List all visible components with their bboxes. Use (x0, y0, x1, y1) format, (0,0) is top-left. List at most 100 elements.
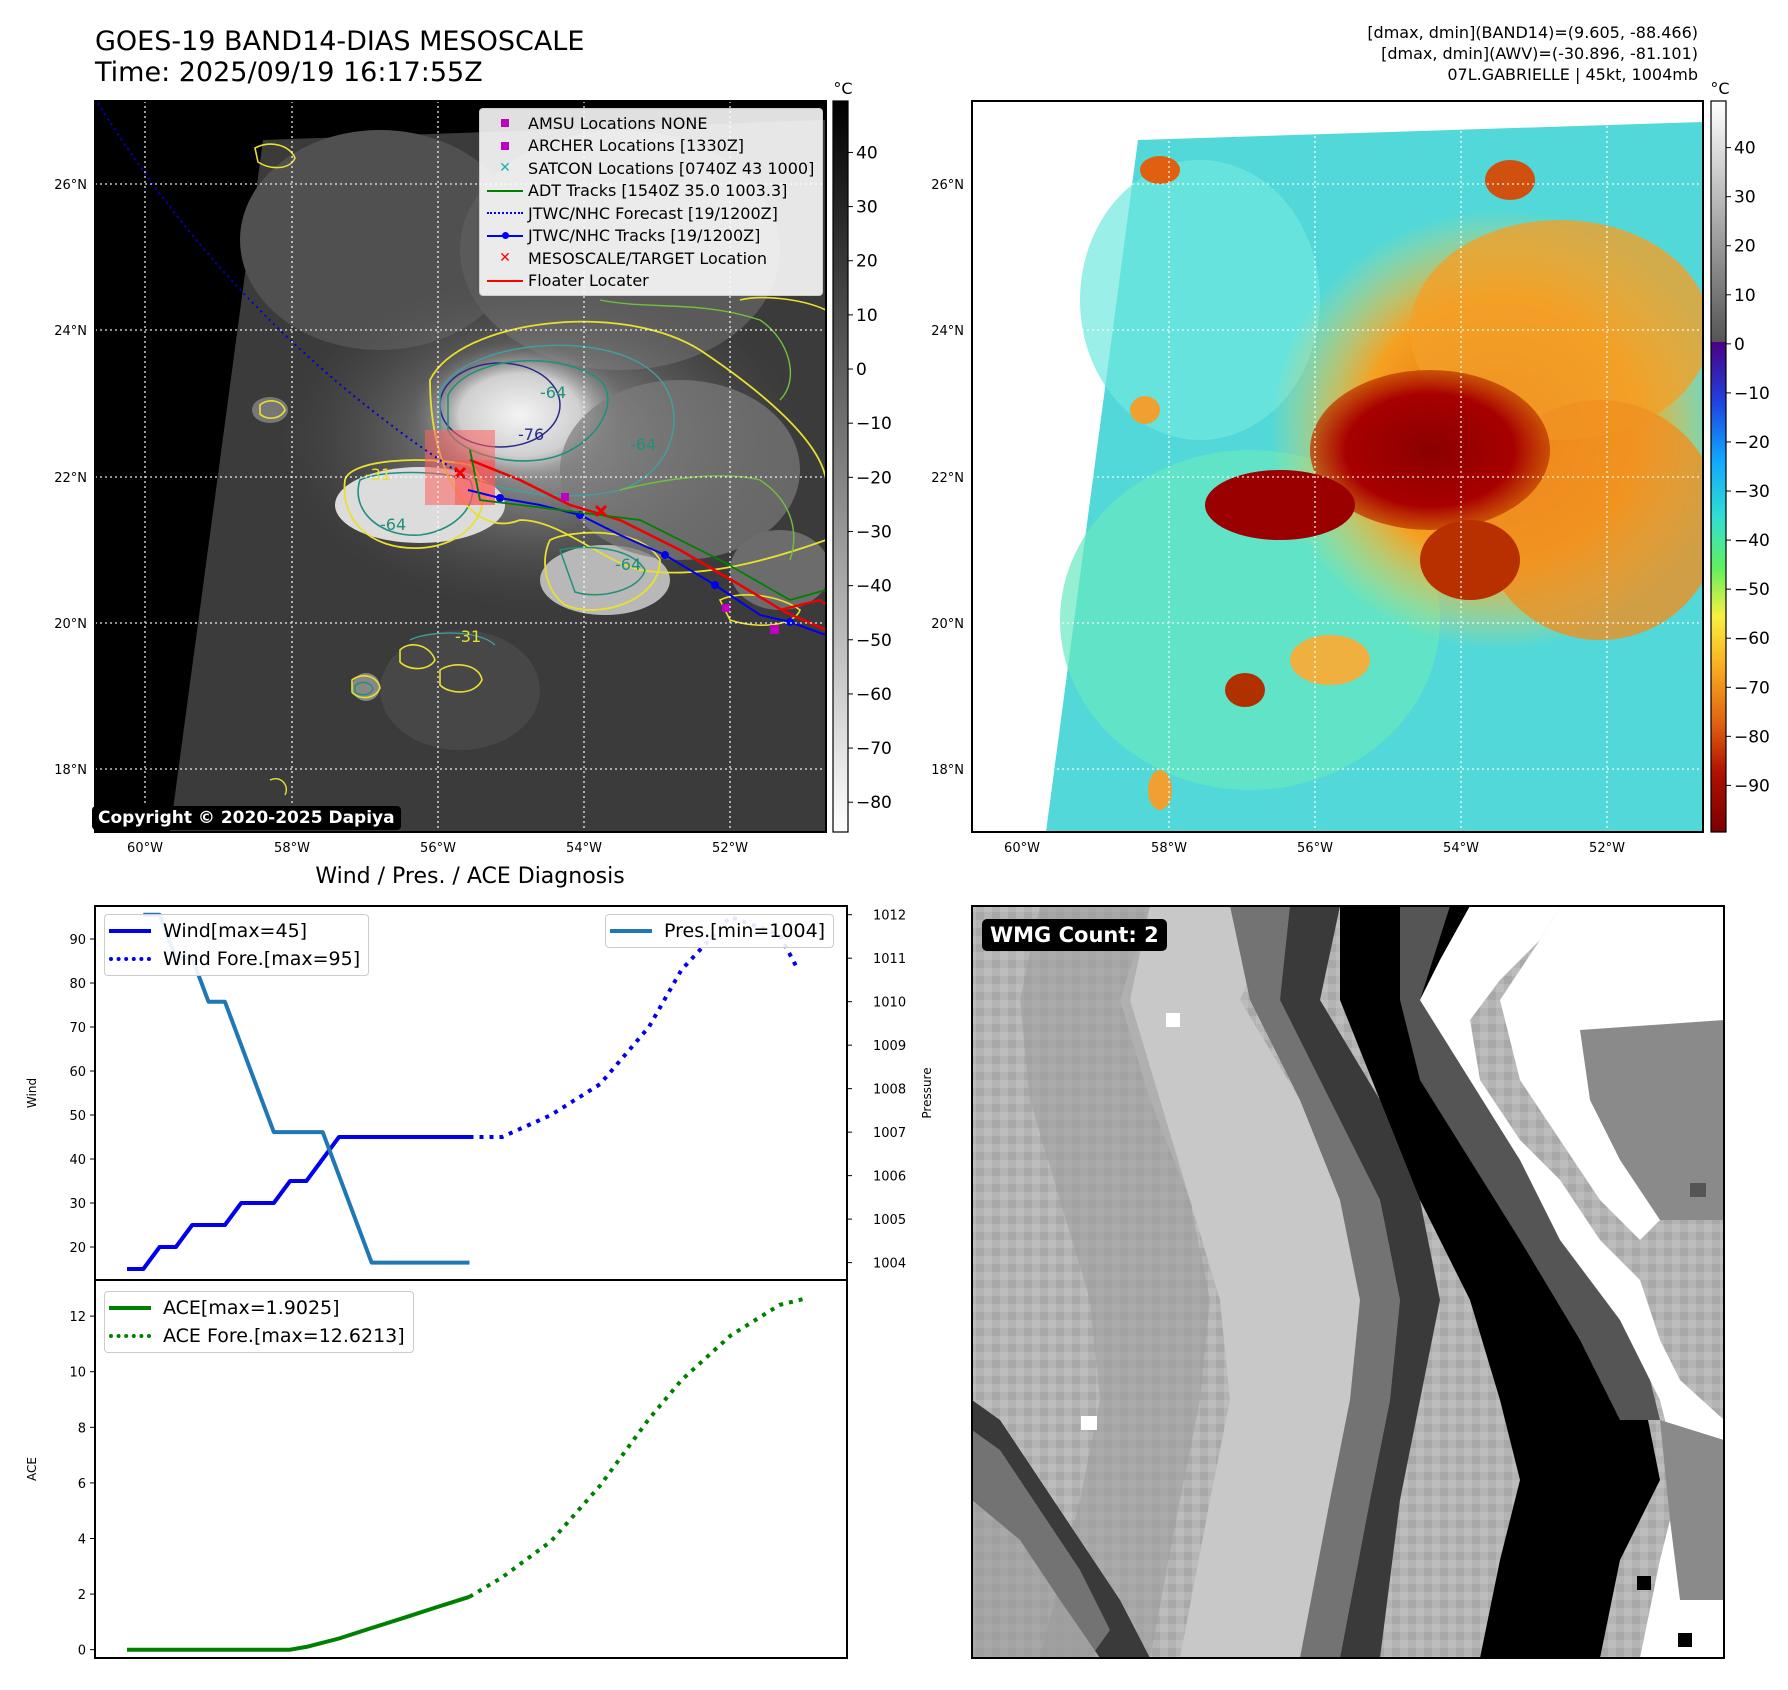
y2-tick-label: 1009 (873, 1039, 906, 1054)
wmg-panel (972, 906, 1724, 1658)
info-storm: 07L.GABRIELLE | 45kt, 1004mb (1447, 65, 1698, 84)
chart-title: GOES-19 BAND14-DIAS MESOSCALE (95, 26, 585, 57)
colorbar-gray-tick-label: 20 (856, 252, 878, 272)
map-legend: AMSU Locations NONE ARCHER Locations [13… (479, 108, 824, 296)
lon-label-58-left: 58°W (274, 841, 310, 856)
colorbar-gray-tick-label: −10 (856, 414, 892, 434)
contour-label-31a: -31 (365, 465, 391, 484)
colorbar-color-tick-label: −90 (1734, 776, 1770, 796)
y-tick-label: 90 (69, 933, 86, 948)
colorbar-color-tick-label: −40 (1734, 531, 1770, 551)
colorbar-gray-ticks: 40 30 20 10 0 −10 −20 −30 −40 −50 −60 −70 −80 (848, 143, 892, 813)
y-tick-label: 60 (69, 1065, 86, 1080)
ace-axis-label: ACE (25, 1457, 39, 1481)
colorbar-gray (832, 100, 849, 833)
colorbar-gray-tick-label: 40 (856, 143, 878, 163)
colorbar-color-tick-label: 30 (1734, 188, 1756, 208)
legend-nhc-tracks: JTWC/NHC Tracks [19/1200Z] (482, 225, 814, 248)
legend-amsu: AMSU Locations NONE (482, 112, 814, 135)
y-tick-label: 80 (69, 977, 86, 992)
colorbar-color-cold (1711, 342, 1726, 832)
pressure-axis-label: Pressure (920, 1067, 934, 1118)
colorbar-gray-tick-label: −20 (856, 468, 892, 488)
line-icon (482, 273, 528, 289)
colorbar-gray-tick-label: −30 (856, 522, 892, 542)
y2-tick-label: 1007 (873, 1126, 906, 1141)
lat-label-26-right: 26°N (931, 178, 964, 193)
colorbar-gray-tick-label: −80 (856, 793, 892, 813)
legend-wind-fore: Wind Fore.[max=95] (109, 945, 368, 973)
y-tick-label: 12 (69, 1310, 86, 1325)
legend-archer: ARCHER Locations [1330Z] (482, 135, 814, 158)
lat-label-18-right: 18°N (931, 763, 964, 778)
x-marker-icon: ✕ (499, 160, 511, 177)
color-ir-panel (972, 101, 1703, 832)
legend-wind: Wind[max=45] (109, 917, 368, 945)
lon-label-58-right: 58°W (1151, 841, 1187, 856)
diagnosis-title: Wind / Pres. / ACE Diagnosis (315, 864, 624, 889)
colorbar-gray-tick-label: −50 (856, 631, 892, 651)
lat-label-22-right: 22°N (931, 471, 964, 486)
y-tick-label: 30 (69, 1197, 86, 1212)
contour-label-31b: -31 (455, 627, 481, 646)
y-tick-label: 0 (78, 1644, 86, 1659)
legend-ace-fore: ACE Fore.[max=12.6213] (109, 1322, 413, 1350)
legend-adt: ADT Tracks [1540Z 35.0 1003.3] (482, 180, 814, 203)
y-tick-label: 8 (78, 1421, 86, 1436)
lon-label-56-right: 56°W (1297, 841, 1333, 856)
dotted-line-icon (109, 957, 151, 961)
colorbar-color-tick-label: −60 (1734, 629, 1770, 649)
y2-tick-label: 1012 (873, 909, 906, 924)
lon-label-60-left: 60°W (127, 841, 163, 856)
lon-label-54-left: 54°W (566, 841, 602, 856)
colorbar-color-tick-label: 10 (1734, 286, 1756, 306)
y2-tick-label: 1004 (873, 1257, 906, 1272)
y-tick-label: 4 (78, 1532, 86, 1547)
ace-legend: ACE[max=1.9025] ACE Fore.[max=12.6213] (104, 1291, 414, 1353)
lat-label-24-left: 24°N (54, 324, 87, 339)
colorbar-gray-tick-label: −40 (856, 577, 892, 597)
colorbar-color-warm (1711, 101, 1726, 342)
colorbar-color-tick-label: −50 (1734, 580, 1770, 600)
line-icon (482, 183, 528, 199)
x-marker-icon: ✕ (499, 250, 511, 267)
colorbar-gray-tick-label: −70 (856, 739, 892, 759)
y-tick-label: 6 (78, 1477, 86, 1492)
lat-label-20-left: 20°N (54, 617, 87, 632)
colorbar-color-tick-label: −30 (1734, 482, 1770, 502)
wind-axis-label: Wind (25, 1078, 39, 1108)
colorbar-color-tick-label: −10 (1734, 384, 1770, 404)
colorbar-color-ticks: 40 30 20 10 0 −10 −20 −30 −40 −50 −60 −70 −80 −90 (1726, 139, 1770, 796)
contour-label-64a: -64 (540, 383, 566, 402)
solid-line-icon (610, 929, 652, 933)
solid-line-icon (109, 929, 151, 933)
contour-label-64d: -64 (615, 555, 641, 574)
y2-tick-label: 1008 (873, 1083, 906, 1098)
contour-label-76: -76 (518, 425, 544, 444)
y-tick-label: 20 (69, 1241, 86, 1256)
colorbar-gray-tick-label: −60 (856, 685, 892, 705)
y-tick-label: 2 (78, 1588, 86, 1603)
colorbar-color-tick-label: −20 (1734, 433, 1770, 453)
colorbar-gray-unit: °C (833, 79, 852, 98)
y2-tick-label: 1010 (873, 996, 906, 1011)
lon-label-60-right: 60°W (1004, 841, 1040, 856)
info-band14: [dmax, dmin](BAND14)=(9.605, -88.466) (1367, 23, 1698, 42)
lat-label-24-right: 24°N (931, 324, 964, 339)
chart-time: Time: 2025/09/19 16:17:55Z (95, 57, 483, 88)
colorbar-color-tick-label: 20 (1734, 237, 1756, 257)
y2-tick-label: 1006 (873, 1170, 906, 1185)
legend-pressure: Pres.[min=1004] (610, 917, 833, 945)
wind-pressure-chart: 20 30 40 50 60 70 80 90 1004 1005 1006 1007 1008 1009… (69, 905, 906, 1281)
lat-label-18-left: 18°N (54, 763, 87, 778)
wmg-count-badge: WMG Count: 2 (982, 919, 1167, 951)
pressure-legend: Pres.[min=1004] (605, 914, 835, 948)
solid-line-icon (109, 1306, 151, 1310)
y2-tick-label: 1005 (873, 1213, 906, 1228)
lat-label-20-right: 20°N (931, 617, 964, 632)
y-tick-label: 70 (69, 1021, 86, 1036)
lon-label-54-right: 54°W (1443, 841, 1479, 856)
copyright-badge: Copyright © 2020-2025 Dapiya (92, 806, 401, 830)
colorbar-color-tick-label: 40 (1734, 139, 1756, 159)
